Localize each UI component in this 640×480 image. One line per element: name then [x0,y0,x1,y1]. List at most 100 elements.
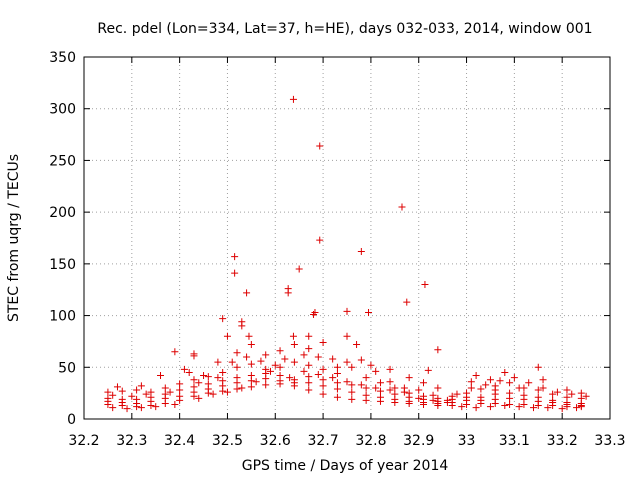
data-point [376,387,384,395]
data-point [185,368,193,376]
data-point [171,401,179,409]
data-point [262,351,270,359]
data-point [243,353,251,361]
data-point [142,390,150,398]
data-point [563,386,571,394]
data-point [133,399,141,407]
data-point [405,374,413,382]
data-point [276,347,284,355]
data-point [496,377,504,385]
data-point [305,361,313,369]
data-point [501,368,509,376]
data-point [109,404,117,412]
data-point [238,384,246,392]
data-point [549,390,557,398]
data-point [262,381,270,389]
data-point [300,351,308,359]
data-point [190,352,198,360]
y-tick-label: 250 [49,153,76,169]
data-point [284,289,292,297]
data-point [176,392,184,400]
data-point [247,360,255,368]
x-axis-label: GPS time / Days of year 2014 [242,458,449,474]
y-tick-label: 100 [49,309,76,325]
y-axis-label: STEC from uqrg / TECUs [6,154,22,322]
data-point [233,379,241,387]
data-point [305,386,313,394]
data-point [123,405,131,413]
data-point [420,379,428,387]
data-point [245,332,253,340]
data-point [319,338,327,346]
data-point [314,353,322,361]
y-tick-label: 0 [67,412,76,428]
data-point [247,377,255,385]
data-point [506,379,514,387]
data-point [357,356,365,364]
data-point [290,379,298,387]
data-point [558,405,566,413]
data-point [362,384,370,392]
data-point [453,390,461,398]
data-point [448,395,456,403]
x-tick-label: 32.3 [116,433,147,449]
data-point [348,363,356,371]
y-tick-label: 350 [49,50,76,66]
data-point [310,311,318,319]
data-point [477,385,485,393]
data-point [529,404,537,412]
data-point [109,391,117,399]
data-point [176,386,184,394]
data-point [573,404,581,412]
data-point [128,392,136,400]
data-point [204,385,212,393]
data-point [477,396,485,404]
data-point [214,374,222,382]
data-point [137,382,145,390]
data-point [343,378,351,386]
data-point [348,381,356,389]
data-point [214,358,222,366]
data-point [534,386,542,394]
data-point [534,397,542,405]
data-point [577,402,585,410]
data-point [204,373,212,381]
data-point [200,372,208,380]
data-point [329,355,337,363]
data-point [195,379,203,387]
data-point [434,384,442,392]
data-point [486,376,494,384]
data-point [343,358,351,366]
data-point [563,401,571,409]
data-point [372,384,380,392]
data-point [252,378,260,386]
data-point [247,341,255,349]
data-point [333,369,341,377]
data-point [223,388,231,396]
y-tick-label: 200 [49,205,76,221]
data-point [319,382,327,390]
data-point [386,386,394,394]
data-point [290,358,298,366]
data-point [568,390,576,398]
data-point [305,345,313,353]
data-point [510,374,518,382]
axis-ticks [83,56,611,420]
data-point [463,393,471,401]
data-point [219,368,227,376]
data-point [329,374,337,382]
data-point [276,377,284,385]
data-point [305,373,313,381]
x-tick-label: 32.5 [212,433,243,449]
data-point [424,366,432,374]
data-point [333,393,341,401]
data-point [161,394,169,402]
data-point [353,341,361,349]
data-point [376,379,384,387]
data-point [506,401,514,409]
data-point [534,363,542,371]
data-point [515,403,523,411]
data-point [171,348,179,356]
data-point [290,341,298,349]
x-tick-label: 33 [458,433,476,449]
